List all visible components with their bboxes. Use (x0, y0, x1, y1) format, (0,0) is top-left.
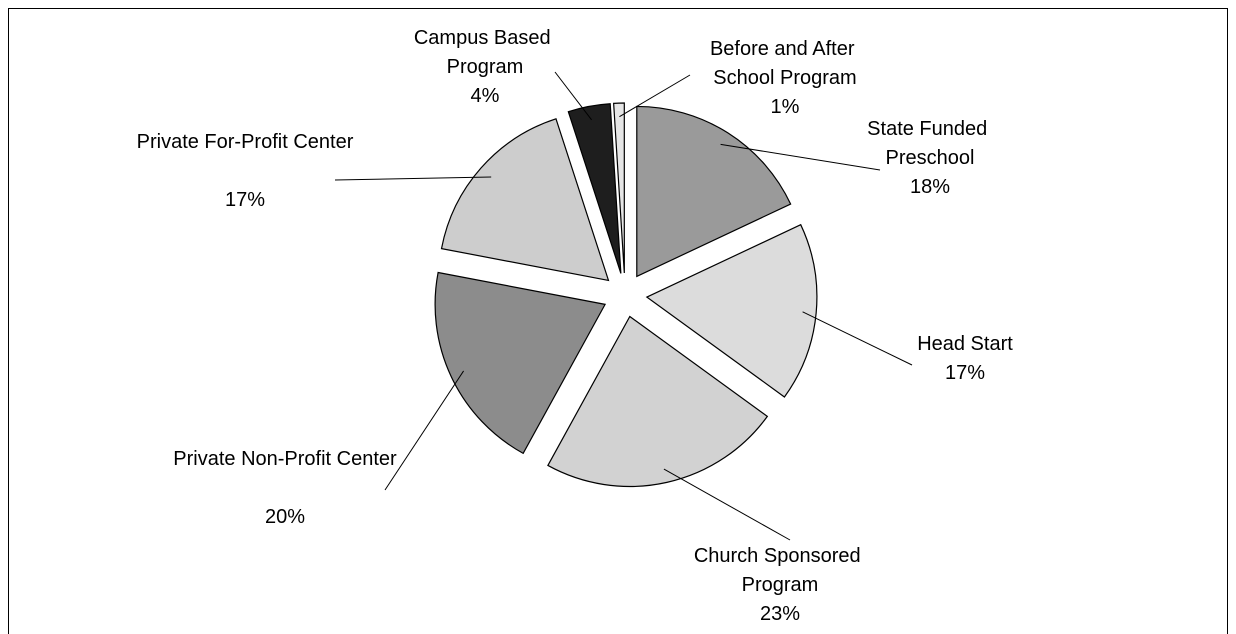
leader-line (384, 370, 464, 491)
slice-label-line: Private Non-Profit Center (173, 448, 397, 470)
slice-label-line: Head Start (917, 333, 1013, 355)
pie-slice (612, 102, 625, 274)
slice-label: Head Start (917, 333, 1013, 355)
slice-value-label: 1% (771, 96, 800, 118)
leader-line (619, 74, 691, 118)
pie-slice (547, 315, 769, 488)
leader-line (554, 71, 592, 121)
leader-line (663, 468, 791, 541)
slice-label-line: Program (742, 574, 819, 596)
slice-value-label: 4% (471, 85, 500, 107)
pie-slice (434, 271, 607, 455)
slice-label: Private Non-Profit Center (173, 448, 397, 470)
pie-slice (636, 105, 792, 278)
slice-value-label: 18% (910, 176, 950, 198)
leader-line (720, 143, 881, 171)
slice-label-line: Campus Based (414, 27, 556, 49)
slice-label: State Funded Preschool (867, 118, 993, 169)
slice-value-label: 23% (760, 603, 800, 625)
leader-line (334, 176, 492, 181)
slice-label: Campus Based Program (414, 27, 556, 78)
slice-label-line: Private For-Profit Center (137, 131, 354, 153)
slice-label-line: State Funded (867, 118, 993, 140)
slice-label-line: Program (447, 56, 524, 78)
slice-label-line: Church Sponsored (694, 545, 866, 567)
pie-slice (440, 118, 610, 282)
slice-label-line: Before and After (710, 38, 860, 60)
slice-value-label: 20% (265, 506, 305, 528)
slice-value-label: 17% (225, 189, 265, 211)
pie-slice (645, 223, 818, 398)
slice-label: Church Sponsored Program (694, 545, 866, 596)
slice-value-label: 17% (945, 362, 985, 384)
slice-label: Before and After School Program (710, 38, 860, 89)
slice-label-line: Preschool (886, 147, 975, 169)
pie-slice (567, 103, 622, 274)
slice-label: Private For-Profit Center (137, 131, 354, 153)
chart-frame (8, 8, 1228, 634)
slice-label-line: School Program (713, 67, 856, 89)
leader-line (802, 311, 913, 366)
